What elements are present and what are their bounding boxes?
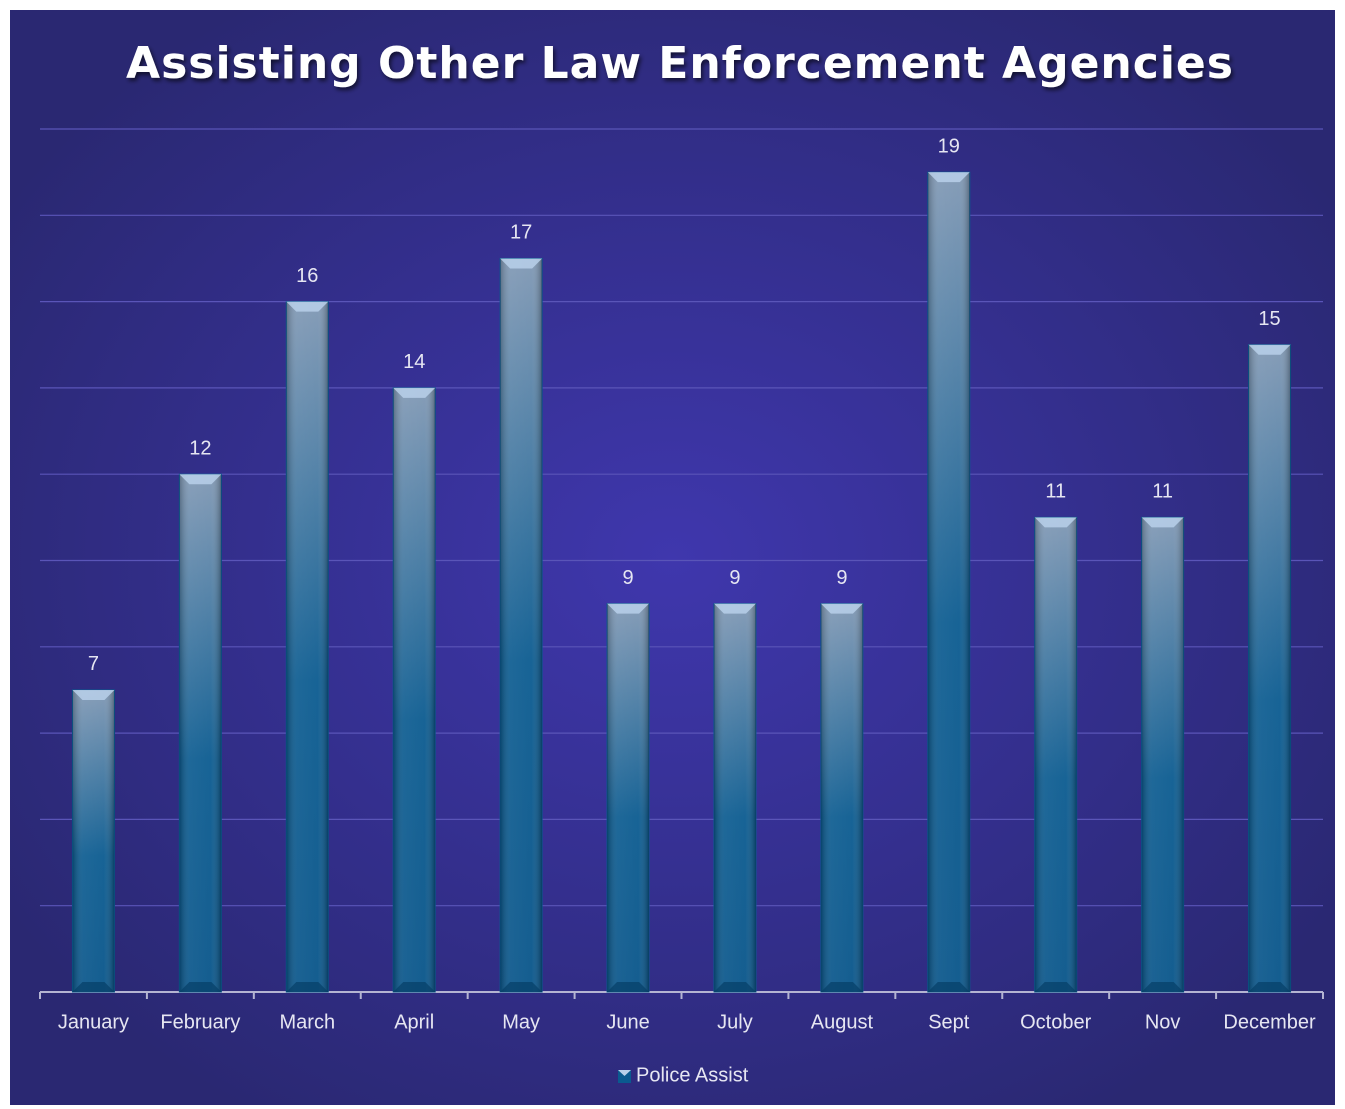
- bar-cap: [286, 301, 329, 312]
- data-label: 15: [1258, 308, 1280, 330]
- legend-label: Police Assist: [636, 1064, 749, 1086]
- chart-title: Assisting Other Law Enforcement Agencies: [126, 38, 1234, 89]
- data-label: 9: [836, 567, 847, 589]
- data-label: 7: [88, 653, 99, 675]
- bar-cap: [820, 603, 863, 614]
- bar-shade: [500, 258, 543, 992]
- x-tick-label: June: [606, 1011, 649, 1033]
- x-tick-label: Nov: [1145, 1011, 1181, 1033]
- bar-cap: [72, 689, 115, 700]
- bar-base: [607, 982, 650, 992]
- x-tick-label: April: [394, 1011, 434, 1033]
- bar-cap: [393, 387, 436, 398]
- x-tick-label: February: [160, 1011, 240, 1033]
- bar-base: [286, 982, 329, 992]
- bar-base: [393, 982, 436, 992]
- bar-base: [72, 982, 115, 992]
- bar-shade: [1248, 344, 1291, 992]
- x-tick-label: July: [717, 1011, 753, 1033]
- bar-group: [1034, 516, 1078, 993]
- bar-base: [1141, 982, 1184, 992]
- bar-base: [500, 982, 543, 992]
- bar-group: [606, 603, 650, 993]
- legend-swatch: [618, 1070, 631, 1083]
- bar-shade: [820, 603, 863, 992]
- x-tick-label: March: [280, 1011, 336, 1033]
- bar-shade: [286, 301, 329, 993]
- bar-base: [820, 982, 863, 992]
- bar-base: [1034, 982, 1077, 992]
- bar-shade: [72, 689, 115, 992]
- x-tick-label: Sept: [928, 1011, 970, 1033]
- bar-cap: [179, 474, 222, 485]
- data-label: 14: [403, 351, 425, 373]
- bar-group: [71, 689, 115, 993]
- data-label: 12: [189, 437, 211, 459]
- bar-shade: [713, 603, 756, 992]
- data-label: 9: [729, 567, 740, 589]
- bar-group: [820, 603, 864, 993]
- x-tick-label: May: [502, 1011, 540, 1033]
- data-label: 11: [1045, 481, 1066, 503]
- data-label: 16: [296, 265, 318, 287]
- legend-swatch-cap: [618, 1070, 631, 1076]
- bar-base: [927, 982, 970, 992]
- bar-cap: [713, 603, 756, 614]
- bar-cap: [1034, 517, 1077, 528]
- x-tick-label: October: [1020, 1011, 1091, 1033]
- bar-shade: [1034, 517, 1077, 992]
- data-label: 19: [938, 135, 960, 157]
- bar-base: [179, 982, 222, 992]
- bar-cap: [1141, 517, 1184, 528]
- bar-cap: [927, 172, 970, 183]
- bar-group: [499, 257, 543, 993]
- chart-background: [10, 10, 1335, 1105]
- bar-cap: [500, 258, 543, 269]
- bar-group: [713, 603, 757, 993]
- bar-shade: [179, 474, 222, 992]
- bar-group: [1248, 344, 1292, 993]
- bar-group: [392, 387, 436, 993]
- data-label: 11: [1152, 481, 1173, 503]
- data-label: 17: [510, 222, 532, 244]
- bar-group: [1141, 516, 1185, 993]
- bar-group: [178, 473, 222, 993]
- bar-cap: [607, 603, 650, 614]
- bar-shade: [607, 603, 650, 992]
- x-tick-label: December: [1223, 1011, 1316, 1033]
- bar-cap: [1248, 344, 1291, 355]
- data-label: 9: [622, 567, 633, 589]
- bar-shade: [927, 172, 970, 992]
- bar-group: [285, 301, 329, 993]
- x-tick-label: August: [811, 1011, 874, 1033]
- bar-shade: [393, 387, 436, 992]
- bar-base: [713, 982, 756, 992]
- bar-base: [1248, 982, 1291, 992]
- bar-shade: [1141, 517, 1184, 992]
- bar-group: [927, 171, 971, 993]
- x-tick-label: January: [58, 1011, 129, 1033]
